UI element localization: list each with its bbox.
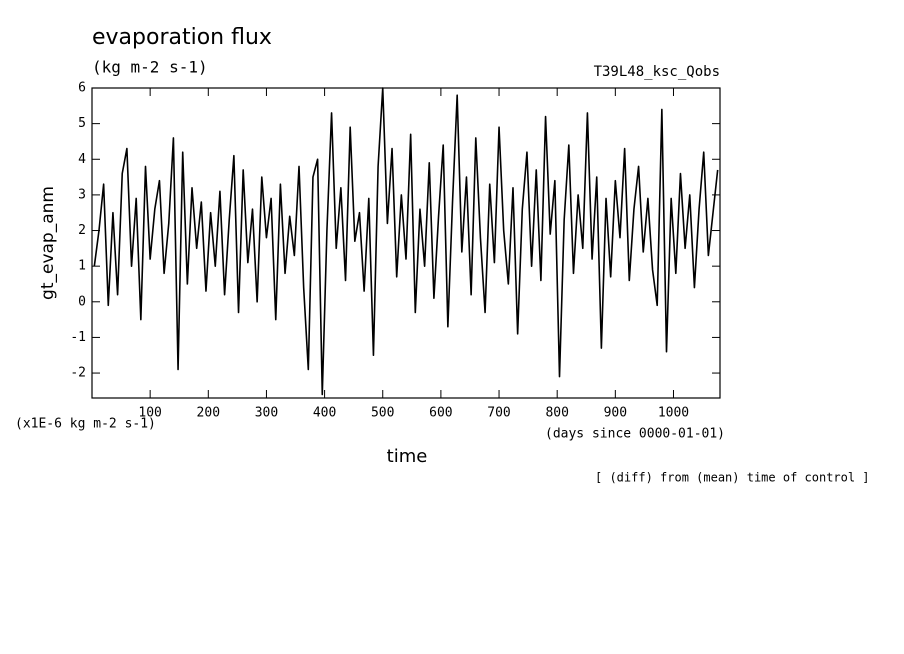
- x-tick-label: 600: [429, 406, 452, 421]
- experiment-label: T39L48_ksc_Qobs: [594, 64, 720, 80]
- y-unit: (x1E-6 kg m-2 s-1): [15, 417, 156, 432]
- y-tick-label: 6: [78, 81, 86, 96]
- subtitle: (kg m-2 s-1): [92, 58, 208, 77]
- x-axis-label: time: [387, 446, 428, 467]
- x-tick-label: 200: [197, 406, 220, 421]
- y-tick-label: 2: [78, 223, 86, 238]
- y-tick-label: 1: [78, 259, 86, 274]
- x-unit: (days since 0000-01-01): [545, 427, 725, 442]
- x-tick-label: 100: [138, 406, 161, 421]
- x-tick-label: 500: [371, 406, 394, 421]
- x-tick-label: 400: [313, 406, 336, 421]
- chart-title: evaporation flux: [92, 25, 272, 50]
- y-tick-label: 4: [78, 152, 86, 167]
- x-tick-label: 700: [487, 406, 510, 421]
- y-tick-label: 5: [78, 116, 86, 131]
- x-tick-label: 300: [255, 406, 278, 421]
- y-tick-label: 0: [78, 294, 86, 309]
- note: [ (diff) from (mean) time of control ]: [595, 471, 870, 485]
- data-line: [93, 87, 719, 396]
- plot-frame: [91, 87, 721, 399]
- y-tick-label: -1: [70, 330, 86, 345]
- y-tick-label: -2: [70, 366, 86, 381]
- x-tick-label: 800: [545, 406, 568, 421]
- y-tick-label: 3: [78, 187, 86, 202]
- x-tick-label: 900: [604, 406, 627, 421]
- y-axis-label: gt_evap_anm: [38, 186, 58, 300]
- x-tick-label: 1000: [658, 406, 689, 421]
